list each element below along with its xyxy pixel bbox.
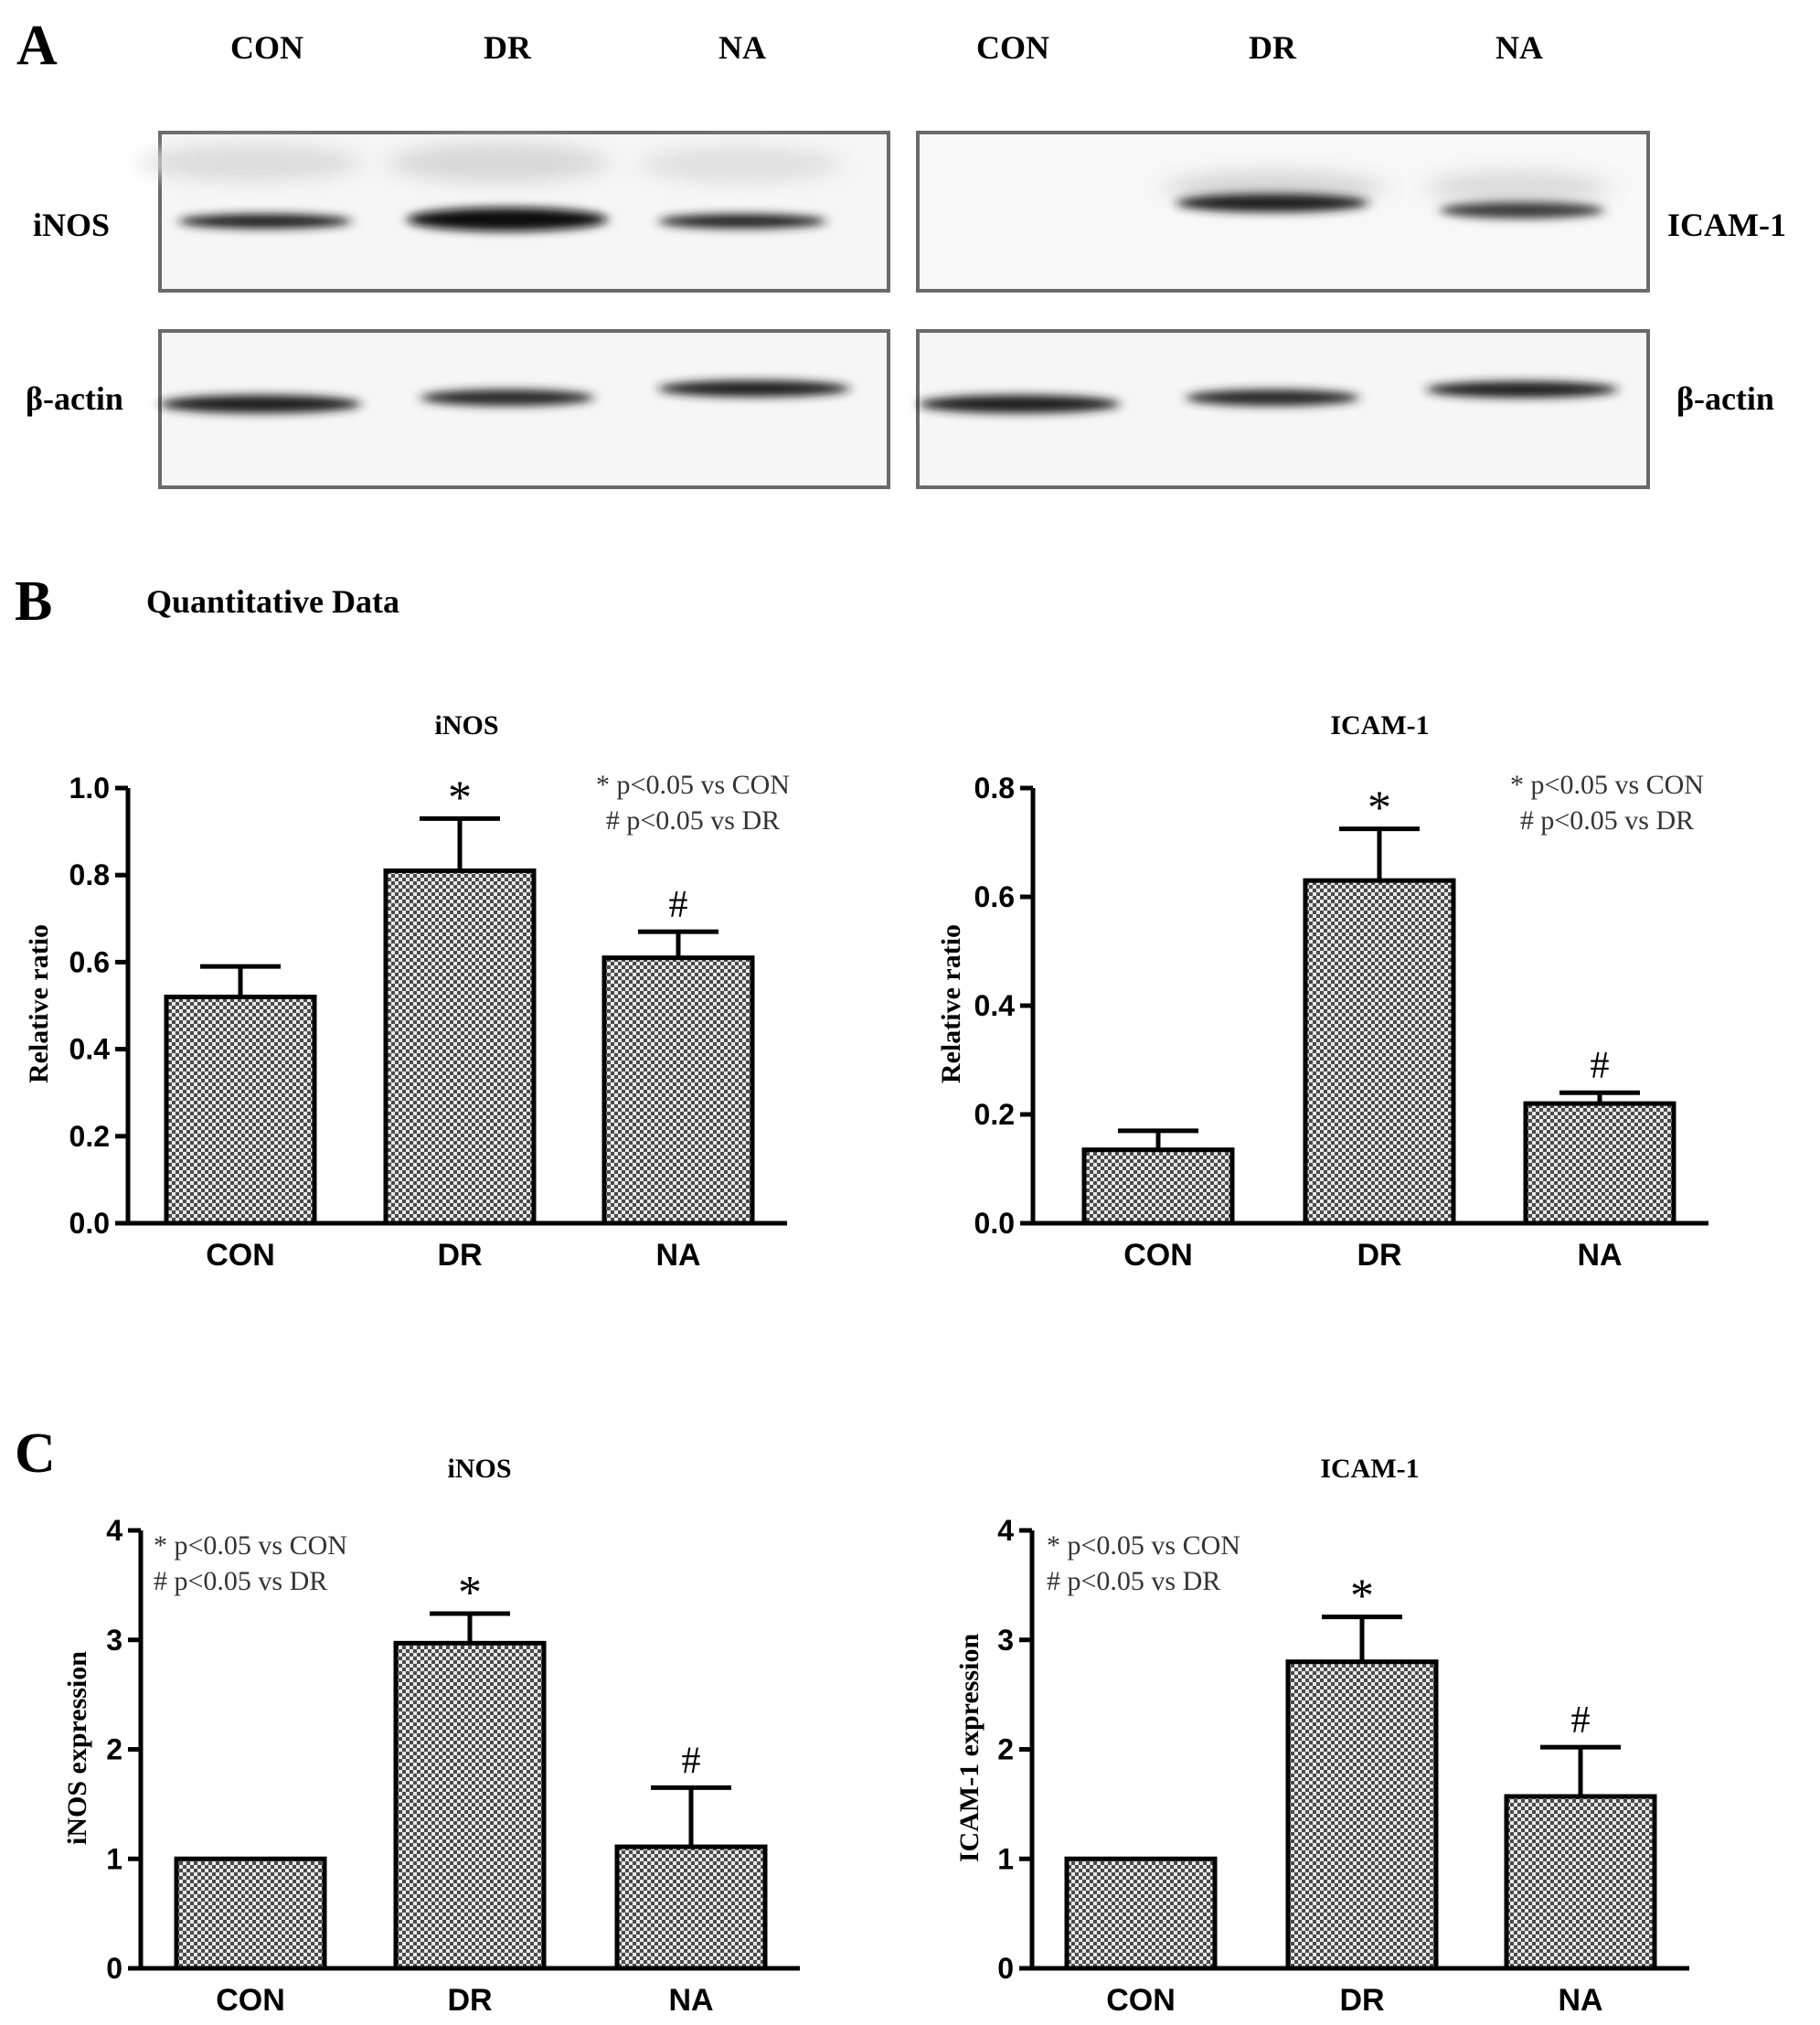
- y-tick-label: 0.0: [974, 1207, 1015, 1240]
- significance-marker: *: [448, 772, 472, 824]
- significance-legend-line: * p<0.05 vs CON: [1047, 1530, 1240, 1561]
- chart-b-inos: iNOS Relative ratio CON * DR # NA 0.0 0.2 0.4 0.6 0…: [24, 710, 790, 1273]
- significance-marker: *: [1350, 1571, 1374, 1623]
- chart-title: ICAM-1: [1320, 1454, 1419, 1484]
- x-tick-label: CON: [206, 1238, 275, 1273]
- lane-label: NA: [1495, 29, 1543, 66]
- y-tick-label: 1: [106, 1842, 122, 1875]
- bar: [601, 955, 755, 1226]
- bar: [174, 1856, 327, 1971]
- y-tick-label: 0.6: [69, 945, 110, 978]
- blot-label-icam: ICAM-1: [1667, 207, 1786, 243]
- bar: [1064, 1856, 1218, 1971]
- y-tick-label: 0.2: [69, 1120, 110, 1153]
- x-tick-label: NA: [1577, 1238, 1622, 1273]
- x-tick-label: NA: [668, 1983, 713, 2018]
- x-tick-label: DR: [437, 1238, 482, 1273]
- x-tick-label: DR: [447, 1983, 492, 2018]
- bar: [1303, 878, 1456, 1226]
- x-tick-label: CON: [1123, 1238, 1193, 1273]
- significance-legend-line: # p<0.05 vs DR: [1047, 1566, 1220, 1596]
- lane-label: DR: [1249, 29, 1297, 66]
- panel-letter-b: B: [15, 570, 52, 633]
- significance-marker: #: [682, 1740, 701, 1782]
- bar: [1504, 1794, 1657, 1971]
- blot-label-actin-right: β-actin: [1676, 380, 1774, 417]
- y-axis-label: ICAM-1 expression: [954, 1634, 985, 1863]
- significance-marker: #: [1591, 1045, 1610, 1087]
- chart-title: iNOS: [434, 710, 498, 741]
- significance-marker: #: [1571, 1700, 1591, 1742]
- lane-label: CON: [230, 29, 303, 66]
- significance-legend-line: * p<0.05 vs CON: [154, 1530, 347, 1561]
- y-tick-label: 3: [106, 1624, 122, 1657]
- bar: [1081, 1147, 1235, 1226]
- bar: [164, 994, 317, 1226]
- y-tick-label: 0.8: [974, 772, 1015, 805]
- significance-marker: #: [669, 884, 688, 926]
- y-tick-label: 4: [106, 1514, 122, 1547]
- y-axis-label: Relative ratio: [936, 924, 966, 1083]
- y-tick-label: 0.4: [69, 1033, 111, 1066]
- significance-marker: *: [1368, 783, 1391, 835]
- significance-legend-line: # p<0.05 vs DR: [154, 1566, 327, 1596]
- blot-label-inos: iNOS: [33, 207, 110, 243]
- chart-title: ICAM-1: [1330, 710, 1429, 741]
- y-tick-label: 0: [997, 1952, 1014, 1985]
- bar: [383, 868, 537, 1226]
- y-tick-label: 1: [997, 1842, 1014, 1875]
- blot-actin-left: [158, 329, 890, 489]
- y-tick-label: 1.0: [69, 772, 110, 805]
- significance-legend-line: # p<0.05 vs DR: [606, 805, 780, 836]
- y-tick-label: 2: [106, 1733, 122, 1766]
- bar: [393, 1640, 547, 1971]
- x-tick-label: DR: [1357, 1238, 1401, 1273]
- blot-label-actin-left: β-actin: [26, 380, 123, 417]
- blot-actin-right: [916, 329, 1650, 489]
- chart-c-inos: iNOS iNOS expression CON * DR # NA 0 1 2 3 4 * p<0.0…: [62, 1454, 800, 2018]
- bar: [1285, 1659, 1439, 1971]
- chart-title: iNOS: [447, 1454, 511, 1484]
- x-tick-label: NA: [655, 1238, 700, 1273]
- y-tick-label: 0.4: [974, 989, 1016, 1022]
- y-tick-label: 0.0: [69, 1207, 110, 1240]
- y-tick-label: 0: [106, 1952, 122, 1985]
- bar: [614, 1844, 768, 1971]
- y-axis-label: Relative ratio: [24, 924, 54, 1083]
- y-tick-label: 4: [997, 1514, 1014, 1547]
- x-tick-label: CON: [1106, 1983, 1176, 2018]
- bar: [1523, 1101, 1676, 1226]
- chart-c-icam: ICAM-1 ICAM-1 expression CON * DR # NA 0 1 2 3 4 * p…: [954, 1454, 1689, 2018]
- y-tick-label: 3: [997, 1624, 1014, 1657]
- blot-inos: [142, 131, 890, 293]
- y-tick-label: 2: [997, 1733, 1014, 1766]
- x-tick-label: NA: [1558, 1983, 1602, 2018]
- significance-legend-line: * p<0.05 vs CON: [596, 770, 790, 800]
- section-b-title: Quantitative Data: [146, 583, 399, 620]
- panel-letter-a: A: [16, 15, 58, 77]
- chart-b-icam: ICAM-1 Relative ratio CON * DR # NA 0.0 0.2 0.4 0.…: [936, 710, 1708, 1273]
- y-tick-label: 0.8: [69, 858, 110, 891]
- x-tick-label: DR: [1339, 1983, 1384, 2018]
- lane-label: DR: [484, 29, 532, 66]
- y-tick-label: 0.2: [974, 1098, 1015, 1131]
- lane-label: NA: [718, 29, 766, 66]
- y-axis-label: iNOS expression: [62, 1651, 92, 1845]
- y-tick-label: 0.6: [974, 880, 1015, 913]
- x-tick-label: CON: [216, 1983, 285, 2018]
- significance-marker: *: [458, 1567, 482, 1619]
- significance-legend-line: # p<0.05 vs DR: [1520, 805, 1694, 836]
- lane-label: CON: [976, 29, 1049, 66]
- panel-letter-c: C: [15, 1423, 56, 1485]
- significance-legend-line: * p<0.05 vs CON: [1510, 770, 1704, 800]
- blot-icam: [916, 131, 1650, 293]
